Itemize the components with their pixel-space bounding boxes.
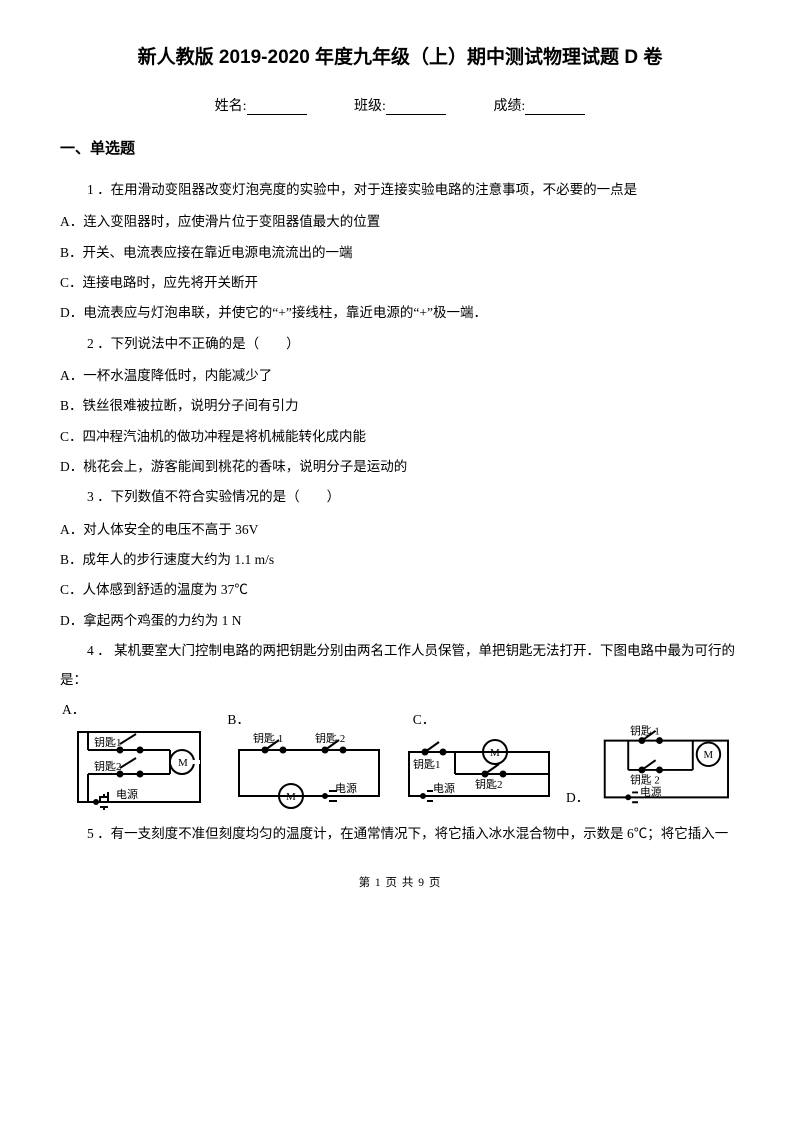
q3-option-b: B．成年人的步行速度大约为 1.1 m/s — [60, 546, 740, 574]
svg-text:钥匙2: 钥匙2 — [94, 759, 122, 773]
q4-stem: 4 ． 某机要室大门控制电路的两把钥匙分别由两名工作人员保管，单把钥匙无法打开．… — [60, 637, 740, 694]
exam-title: 新人教版 2019-2020 年度九年级（上）期中测试物理试题 D 卷 — [60, 42, 740, 69]
student-info-row: 姓名: 班级: 成绩: — [60, 95, 740, 115]
q1-option-d: D．电流表应与灯泡串联，并使它的“+”接线柱，靠近电源的“+”极一端． — [60, 299, 740, 327]
section-1-heading: 一、单选题 — [60, 137, 740, 158]
circuit-a-icon: 钥匙1 钥匙2 M 电源 — [60, 720, 220, 812]
page: 新人教版 2019-2020 年度九年级（上）期中测试物理试题 D 卷 姓名: … — [0, 0, 800, 920]
q4-option-a: A． — [60, 698, 225, 812]
svg-text:电源: 电源 — [335, 781, 357, 795]
q4-option-c: C． 钥匙1 钥匙2 M 电源 — [395, 708, 564, 812]
circuit-d-icon: 钥匙 1 钥匙 2 M 电源 — [593, 724, 740, 812]
svg-text:电源: 电源 — [433, 781, 455, 795]
q3-option-d: D．拿起两个鸡蛋的力约为 1 N — [60, 607, 740, 635]
q4-label-a: A． — [60, 698, 85, 718]
q1-option-a: A．连入变阻器时，应使滑片位于变阻器值最大的位置 — [60, 208, 740, 236]
score-field: 成绩: — [493, 95, 585, 115]
svg-text:电源: 电源 — [640, 785, 662, 798]
circuit-c-icon: 钥匙1 钥匙2 M 电源 — [395, 730, 563, 812]
q4-option-b: B． 钥匙 1 钥匙 2 M 电源 — [225, 708, 394, 812]
svg-text:钥匙 2: 钥匙 2 — [315, 731, 345, 745]
q4-label-b: B． — [225, 708, 250, 728]
name-label: 姓名: — [215, 99, 247, 114]
q1-stem: 1 ．在用滑动变阻器改变灯泡亮度的实验中，对于连接实验电路的注意事项，不必要的一… — [60, 176, 740, 204]
score-blank[interactable] — [525, 100, 585, 115]
class-field: 班级: — [354, 95, 446, 115]
score-label: 成绩: — [493, 99, 525, 114]
q2-option-a: A．一杯水温度降低时，内能减少了 — [60, 362, 740, 390]
q2-option-c: C．四冲程汽油机的做功冲程是将机械能转化成内能 — [60, 423, 740, 451]
q3-option-c: C．人体感到舒适的温度为 37℃ — [60, 576, 740, 604]
q2-option-d: D．桃花会上，游客能闻到桃花的香味，说明分子是运动的 — [60, 453, 740, 481]
svg-text:M: M — [178, 757, 188, 769]
svg-text:M: M — [286, 791, 296, 803]
q3-option-a: A．对人体安全的电压不高于 36V — [60, 516, 740, 544]
class-label: 班级: — [354, 99, 386, 114]
q3-stem: 3 ．下列数值不符合实验情况的是（ ） — [60, 483, 740, 511]
class-blank[interactable] — [386, 100, 446, 115]
svg-text:电源: 电源 — [116, 787, 138, 801]
circuit-b-icon: 钥匙 1 钥匙 2 M 电源 — [225, 730, 393, 812]
svg-text:钥匙1: 钥匙1 — [94, 735, 122, 749]
q2-stem: 2 ．下列说法中不正确的是（ ） — [60, 330, 740, 358]
page-footer: 第 1 页 共 9 页 — [60, 874, 740, 890]
svg-text:M: M — [490, 747, 500, 759]
svg-text:M: M — [704, 749, 714, 761]
q4-option-d: D． 钥匙 1 钥匙 2 M 电源 — [564, 724, 740, 812]
q2-option-b: B．铁丝很难被拉断，说明分子间有引力 — [60, 392, 740, 420]
svg-text:钥匙2: 钥匙2 — [475, 777, 503, 791]
q4-label-d: D． — [564, 786, 589, 806]
q4-label-c: C． — [395, 708, 436, 728]
q5-stem: 5 ．有一支刻度不准但刻度均匀的温度计，在通常情况下，将它插入冰水混合物中，示数… — [60, 820, 740, 848]
q4-options-row: A． — [60, 698, 740, 812]
svg-text:钥匙1: 钥匙1 — [413, 757, 441, 771]
svg-text:钥匙 1: 钥匙 1 — [253, 731, 283, 745]
svg-text:钥匙 2: 钥匙 2 — [630, 773, 660, 786]
q1-option-b: B．开关、电流表应接在靠近电源电流流出的一端 — [60, 239, 740, 267]
q1-option-c: C．连接电路时，应先将开关断开 — [60, 269, 740, 297]
name-field: 姓名: — [215, 95, 307, 115]
svg-text:钥匙 1: 钥匙 1 — [630, 725, 660, 738]
name-blank[interactable] — [247, 100, 307, 115]
